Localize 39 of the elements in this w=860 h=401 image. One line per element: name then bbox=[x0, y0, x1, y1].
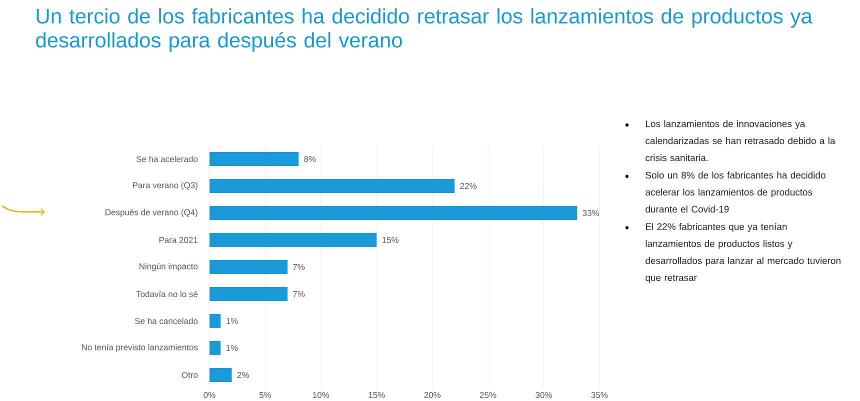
text: Solo un 8% de los fabricantes ha decidido acelerar los lanzamientos de productos durante el Covid-19 bbox=[646, 171, 826, 212]
bar bbox=[209, 260, 288, 274]
data-label: 8% bbox=[304, 156, 316, 162]
x-tick-label: 15% bbox=[368, 392, 385, 398]
x-tick-label: 35% bbox=[591, 392, 608, 398]
y-tick-label: Todavía no lo sé bbox=[136, 290, 198, 297]
bar bbox=[209, 178, 455, 193]
bar bbox=[209, 286, 288, 301]
x-tick-label: 5% bbox=[259, 392, 272, 398]
bar bbox=[209, 232, 377, 247]
bar bbox=[209, 206, 578, 220]
text: El 22% fabricantes que ya tenían lanzamientos de productos listos y desarrollados para lanzar al mercado tuvieron que retrasar bbox=[646, 222, 840, 283]
data-label: 15% bbox=[382, 236, 399, 243]
x-tick-label: 30% bbox=[536, 392, 552, 398]
y-tick-label: Para verano (Q3) bbox=[132, 182, 198, 190]
x-tick-label: 20% bbox=[424, 392, 441, 398]
data-label: 2% bbox=[237, 372, 249, 378]
x-tick-label: 25% bbox=[480, 392, 496, 398]
data-label: 22% bbox=[460, 182, 477, 189]
data-label: 1% bbox=[226, 318, 238, 324]
y-tick-label: Se ha acelerado bbox=[136, 156, 198, 162]
bar bbox=[209, 368, 232, 382]
bar bbox=[209, 314, 221, 328]
data-label: 33% bbox=[582, 210, 600, 216]
text: Los lanzamientos de innovaciones ya calendarizadas se han retrasado debido a la crisis sanitaria. bbox=[646, 120, 836, 161]
y-tick-label: Para 2021 bbox=[159, 236, 198, 243]
x-tick-label: 10% bbox=[313, 392, 330, 398]
data-label: 7% bbox=[293, 290, 305, 297]
bar bbox=[209, 340, 221, 355]
y-tick-label: Se ha cancelado bbox=[135, 318, 198, 324]
y-tick-label: Ningún impacto bbox=[140, 262, 198, 271]
bar bbox=[209, 152, 299, 166]
x-tick-label: 0% bbox=[204, 392, 216, 398]
y-tick-label: Otro bbox=[182, 372, 198, 378]
y-tick-label: No tenía previsto lanzamientos bbox=[82, 344, 198, 352]
data-label: 1% bbox=[226, 344, 238, 351]
data-label: 7% bbox=[293, 264, 305, 270]
y-tick-label: Después de verano (Q4) bbox=[106, 208, 198, 217]
chart-title: Un tercio de los fabricantes ha decidido retrasar los lanzamientos de productos ya desarrollados para después del verano bbox=[36, 8, 812, 52]
